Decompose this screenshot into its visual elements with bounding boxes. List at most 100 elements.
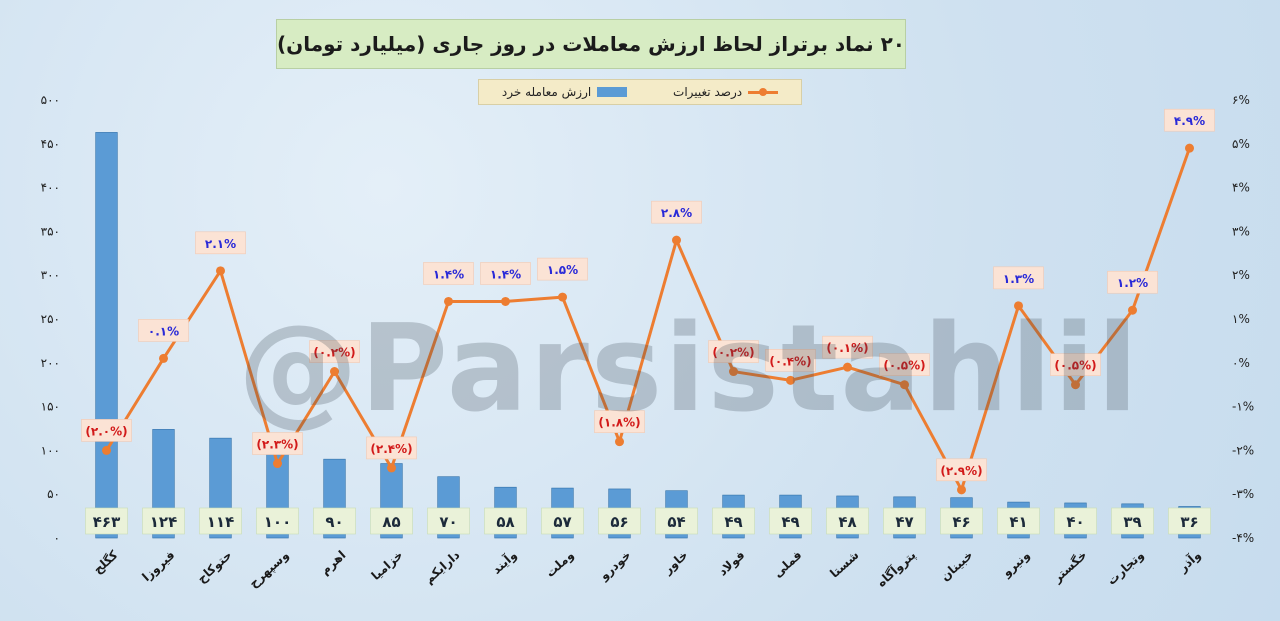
line-value-label: (۰.۴%) xyxy=(769,354,811,368)
line-value-label-box xyxy=(708,340,759,363)
x-category-label: وتجارت xyxy=(1104,548,1147,589)
bar-value-label: ۸۵ xyxy=(382,513,400,531)
line-value-label-box xyxy=(1050,353,1101,377)
line-point xyxy=(273,459,282,469)
line-value-label-box xyxy=(309,340,360,363)
x-category-label: خگستر xyxy=(1050,548,1090,586)
x-category-label: شستا xyxy=(827,548,861,581)
line-point xyxy=(387,463,396,473)
x-category-label: خزامیا xyxy=(369,548,406,583)
y-left-tick-label: ۳۵۰ xyxy=(41,224,60,238)
x-category-label: پتروآگاه xyxy=(874,547,920,590)
legend-bar-swatch xyxy=(597,87,628,97)
x-category-label: وملت xyxy=(543,548,577,581)
bar-value-label-box xyxy=(427,507,470,535)
y-left-tick-label: ۴۵۰ xyxy=(41,137,60,151)
legend-item-bar: ارزش معامله خرد xyxy=(501,85,628,99)
line-value-label-box xyxy=(252,432,303,455)
x-category-label: وسپهرح xyxy=(246,548,292,591)
line-value-label-box xyxy=(651,200,702,224)
line-value-label: ۱.۲% xyxy=(1117,276,1148,290)
line-value-label: ۱.۴% xyxy=(433,267,464,281)
line-point xyxy=(216,266,225,276)
line-value-label-box xyxy=(423,262,474,285)
chart-title: ۲۰ نماد برتراز لحاظ ارزش معاملات در روز … xyxy=(276,19,906,69)
line-point xyxy=(672,235,681,245)
y-right-tick-label: -۳% xyxy=(1232,487,1254,501)
line-value-label: ۴.۹% xyxy=(1174,114,1205,128)
bar-value-label-box xyxy=(313,507,356,535)
bar-value-label-box xyxy=(199,507,242,535)
line-value-label-box xyxy=(1107,270,1158,294)
line-value-label-box xyxy=(594,410,645,433)
bar-value-label: ۵۴ xyxy=(667,513,685,531)
y-left-tick-label: ۱۰۰ xyxy=(41,443,60,457)
x-category-label: حتوکاح xyxy=(195,548,236,587)
y-right-tick-label: ۳% xyxy=(1232,224,1250,238)
x-category-label: وآیند xyxy=(489,547,520,578)
line-value-label-box xyxy=(366,436,417,460)
line-value-label: (۰.۵%) xyxy=(883,359,925,373)
bar-value-label-box xyxy=(142,507,185,535)
line-value-label: ۱.۳% xyxy=(1003,272,1034,286)
line-point xyxy=(729,367,738,377)
y-left-tick-label: ۵۰ xyxy=(47,487,60,501)
bar-value-label-box xyxy=(598,507,641,535)
bar-value-label: ۴۹ xyxy=(781,513,799,531)
legend-line-swatch xyxy=(748,87,779,96)
bar-value-label: ۴۰ xyxy=(1066,513,1084,531)
bar-value-label-box xyxy=(769,507,812,535)
y-left-tick-label: ۲۰۰ xyxy=(41,356,60,370)
x-category-label: خبینان xyxy=(938,548,976,584)
bar-value-label: ۵۷ xyxy=(553,513,571,531)
y-right-tick-label: -۴% xyxy=(1232,531,1254,545)
x-category-label: فملی xyxy=(771,548,805,580)
x-category-label: اهرم xyxy=(318,548,349,578)
line-value-label: ۰.۱% xyxy=(148,324,179,338)
legend: درصد تغییرات ارزش معامله خرد xyxy=(478,79,802,105)
bar-value-label: ۴۱ xyxy=(1009,513,1027,531)
line-point xyxy=(957,485,966,495)
y-right-tick-label: ۶% xyxy=(1232,93,1250,107)
line-value-label: (۰.۵%) xyxy=(1054,359,1096,373)
line-value-label-box xyxy=(480,262,531,285)
bar-value-label-box xyxy=(484,507,527,535)
line-value-label-box xyxy=(81,419,132,442)
bar-value-label-box xyxy=(655,507,698,535)
bar-value-label-box xyxy=(1168,507,1211,535)
line-value-label: (۰.۱%) xyxy=(826,341,868,355)
bar-value-label: ۷۰ xyxy=(439,513,457,531)
bar-value-label-box xyxy=(883,507,926,535)
y-right-tick-label: ۰% xyxy=(1232,356,1250,370)
line-point xyxy=(1014,301,1023,311)
line-point xyxy=(558,292,567,302)
line-value-label: ۲.۱% xyxy=(205,237,236,251)
y-right-tick-label: ۲% xyxy=(1232,268,1250,282)
bar-value-label: ۵۶ xyxy=(610,513,628,531)
x-category-label: وآذر xyxy=(1174,547,1204,576)
bar-value-label: ۱۰۰ xyxy=(264,513,291,531)
bar-value-label-box xyxy=(940,507,983,535)
line-value-label: (۲.۳%) xyxy=(256,438,298,452)
bar-value-label: ۱۱۴ xyxy=(207,513,234,531)
line-point xyxy=(1128,305,1137,315)
line-value-label-box xyxy=(822,335,873,359)
y-left-tick-label: ۰ xyxy=(54,531,60,545)
y-right-tick-label: -۱% xyxy=(1232,400,1254,414)
line-value-label: (۲.۹%) xyxy=(940,464,982,478)
line-value-label: (۰.۲%) xyxy=(712,346,754,360)
line-value-label: (۱.۸%) xyxy=(598,416,640,430)
bar-value-label-box xyxy=(997,507,1040,535)
y-left-tick-label: ۳۰۰ xyxy=(41,268,60,282)
line-point xyxy=(1185,143,1194,153)
line-value-label: ۱.۴% xyxy=(490,267,521,281)
x-category-label: خودرو xyxy=(596,548,634,584)
y-right-tick-label: ۵% xyxy=(1232,137,1250,151)
x-category-label: خاور xyxy=(660,548,691,578)
bar-value-label: ۴۹ xyxy=(724,513,742,531)
line-value-label-box xyxy=(195,231,246,255)
bar-value-label: ۹۰ xyxy=(325,513,343,531)
line-value-label-box xyxy=(765,349,816,372)
legend-bar-label: ارزش معامله خرد xyxy=(501,85,592,99)
